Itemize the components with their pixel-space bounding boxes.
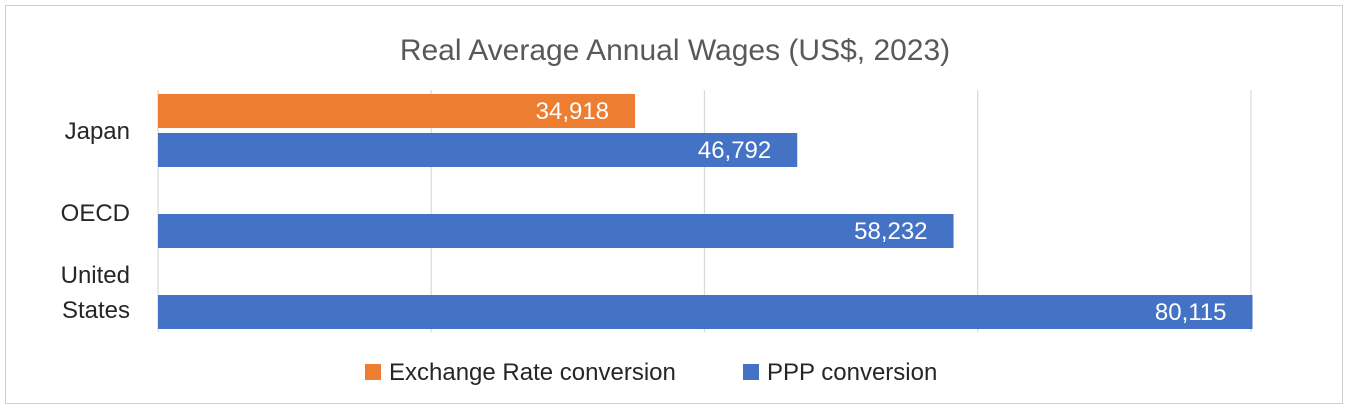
legend-swatch [743,364,759,380]
chart-frame [5,5,1343,404]
data-label: 58,232 [854,218,927,245]
category-label: United [61,262,130,289]
data-label: 34,918 [536,98,609,125]
data-label: 46,792 [698,137,771,164]
category-labels: Japan OECD United States [61,118,130,324]
gridlines [157,90,1252,332]
data-labels: 34,918 46,792 58,232 80,115 [536,98,1227,326]
legend-swatch [365,364,381,380]
bar-oecd-ppp [158,214,954,248]
category-label: OECD [61,200,130,227]
legend-label: Exchange Rate conversion [389,359,676,386]
category-label: States [62,297,130,324]
chart-title: Real Average Annual Wages (US$, 2023) [400,34,950,67]
bar-united-states-ppp [158,295,1253,329]
legend-label: PPP conversion [767,359,937,386]
bar-japan-exchange-rate [158,94,636,128]
data-label: 80,115 [1155,299,1227,326]
category-label: Japan [65,118,130,145]
bar-japan-ppp [158,133,798,167]
bars [158,94,1253,329]
legend: Exchange Rate conversion PPP conversion [365,359,937,386]
